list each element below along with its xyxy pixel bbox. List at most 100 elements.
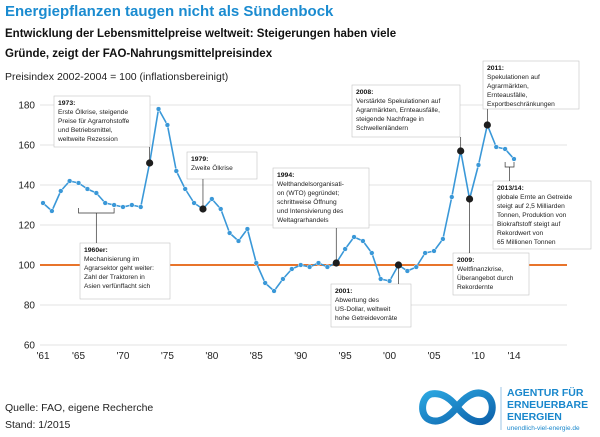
annotation-2009: 2009: Weltfinanzkrise,Überangebot durch Re…	[452, 252, 530, 296]
data-point-1999	[378, 276, 384, 282]
annotation-text-1960er-2: Agrarsektor geht weiter:	[84, 265, 154, 272]
x-tick-label-1975: '75	[161, 351, 174, 362]
annotation-title-1960er: 1960er:	[84, 247, 108, 254]
data-point-2003	[413, 264, 419, 270]
annotation-marker-1994	[332, 259, 340, 267]
annotation-box-1960er	[79, 242, 171, 300]
data-point-1969	[111, 202, 117, 208]
x-tick-label-1995: '95	[339, 351, 352, 362]
annotation-text-2013-14-5: Rekordwert von	[497, 230, 544, 237]
y-tick-label-100: 100	[18, 261, 35, 272]
y-tick-label-140: 140	[18, 181, 35, 192]
data-point-2014	[511, 156, 517, 162]
page-title: Energiepflanzen taugen nicht als Sündenb…	[5, 3, 334, 20]
date-note: Stand: 1/2015	[5, 419, 71, 431]
annotation-title-2009: 2009:	[457, 257, 474, 264]
annotation-box-1973	[53, 95, 151, 148]
data-point-1985	[253, 260, 259, 266]
annotation-text-1994-3: schrittweise Öffnung	[277, 198, 337, 206]
data-point-1976	[173, 168, 179, 174]
annotation-leaders	[78, 109, 515, 284]
annotation-2013-14: 2013/14: globale Ernte an Getreide steigt …	[492, 180, 592, 250]
x-tick-label-1985: '85	[250, 351, 263, 362]
data-point-2000	[386, 278, 393, 284]
annotation-marker-2011	[483, 121, 491, 129]
annotation-box-2009	[452, 252, 530, 296]
data-point-1984	[244, 226, 251, 232]
annotation-markers	[146, 121, 491, 269]
data-point-1974	[155, 106, 162, 112]
data-point-1968	[102, 200, 108, 206]
y-tick-label-160: 160	[18, 141, 35, 152]
agency-logo: AGENTUR FÜR ERNEUERBARE ENERGIEN unendli…	[419, 386, 588, 432]
annotation-2008: 2008: Verstärkte Spekulationen auf Agrarmä…	[351, 84, 461, 138]
annotation-2001: 2001: Abwertung des US-Dollar, weltweit hoh…	[330, 283, 412, 328]
data-point-1988	[280, 276, 286, 282]
annotation-text-2013-14-1: globale Ernte an Getreide	[497, 194, 572, 201]
annotation-text-2011-4: Exportbeschränkungen	[487, 101, 555, 108]
annotation-1973: 1973:Erste Ölkrise, steigende Preise für …	[53, 95, 151, 148]
data-point-1992	[315, 260, 322, 266]
x-tick-label-2000: '00	[383, 351, 396, 362]
annotation-1979: 1979:Zweite Ölkrise	[186, 151, 258, 180]
data-point-2007	[449, 194, 455, 200]
annotation-text-2009-3: Rekordernte	[457, 284, 494, 291]
annotation-box-2011	[482, 60, 580, 110]
annotation-marker-1973	[146, 159, 154, 167]
annotation-text-1979-1: Zweite Ölkrise	[191, 164, 233, 172]
data-point-1971	[129, 202, 135, 208]
annotation-text-1973-2: Preise für Agrarrohstoffe	[58, 118, 130, 125]
annotation-title-1994: 1994:	[277, 172, 294, 179]
annotation-box-2013-14	[492, 180, 592, 250]
annotation-text-2013-14-4: Biokraftstoff steigt auf	[497, 221, 560, 228]
annotation-text-2008-1: Verstärkte Spekulationen auf	[356, 98, 440, 105]
annotation-text-2011-3: Ernteausfälle,	[487, 92, 527, 99]
y-tick-label-80: 80	[24, 301, 36, 312]
annotation-text-2001-3: hohe Getreidevorräte	[335, 315, 398, 322]
annotation-text-2013-14-2: steigt auf 2,5 Milliarden	[497, 203, 565, 210]
data-point-1966	[84, 186, 91, 192]
annotation-2011: 2011: Spekulationen auf Agrarmärkten, Ernte…	[482, 60, 580, 110]
annotation-text-2009-1: Weltfinanzkrise,	[457, 266, 504, 273]
annotation-1960er: 1960er: Mechanisierung im Agrarsektor geht…	[79, 242, 171, 300]
data-point-1998	[369, 250, 375, 256]
x-tick-label-2014: '14	[507, 351, 520, 362]
data-point-1981	[218, 206, 224, 212]
data-point-1975	[164, 122, 171, 128]
y-tick-label-60: 60	[24, 341, 36, 352]
data-point-1995	[342, 246, 348, 252]
data-point-2013	[502, 146, 508, 152]
annotation-bracket-2013-14	[504, 162, 515, 168]
x-tick-label-1965: '65	[72, 351, 85, 362]
annotation-text-1973-4: weltweite Rezession	[57, 136, 118, 143]
data-point-1978	[191, 200, 197, 206]
annotation-marker-2009	[465, 195, 474, 203]
annotation-text-2013-14-3: Tonnen, Produktion von	[497, 212, 567, 219]
annotation-text-2001-1: Abwertung des	[335, 297, 380, 304]
source-note: Quelle: FAO, eigene Recherche	[5, 402, 154, 414]
annotation-text-1994-2: on (WTO) gegründet;	[277, 190, 339, 197]
annotation-text-1960er-3: Zahl der Traktoren in	[84, 274, 145, 281]
x-tick-label-2005: '05	[427, 351, 440, 362]
data-point-1982	[226, 230, 233, 236]
infinity-icon	[419, 389, 496, 426]
annotation-text-1994-1: Welthandelsorganisati-	[277, 181, 344, 188]
logo-text-line-1: AGENTUR FÜR	[507, 386, 584, 399]
annotation-marker-2008	[457, 147, 465, 155]
annotation-title-1973: 1973:	[58, 100, 75, 107]
annotation-text-1960er-4: Asien verfünffacht sich	[84, 283, 151, 290]
data-point-2006	[440, 236, 446, 242]
data-point-2005	[431, 248, 437, 254]
data-point-1963	[58, 188, 64, 194]
x-tick-label-1961: '61	[36, 351, 49, 362]
annotation-text-1994-4: und Intensivierung des	[277, 208, 344, 215]
subtitle-line-1: Entwicklung der Lebensmittelpreise weltw…	[5, 28, 397, 40]
y-tick-label-180: 180	[18, 101, 35, 112]
x-tick-labels: '61 '65 '70 '75 '80 '85 '90 '95 '00 '05 '10 '14	[36, 351, 520, 362]
annotation-text-1973-1: Erste Ölkrise, steigende	[58, 108, 128, 116]
data-point-1964	[67, 178, 73, 184]
x-tick-label-1990: '90	[294, 351, 307, 362]
x-tick-label-1980: '80	[205, 351, 218, 362]
